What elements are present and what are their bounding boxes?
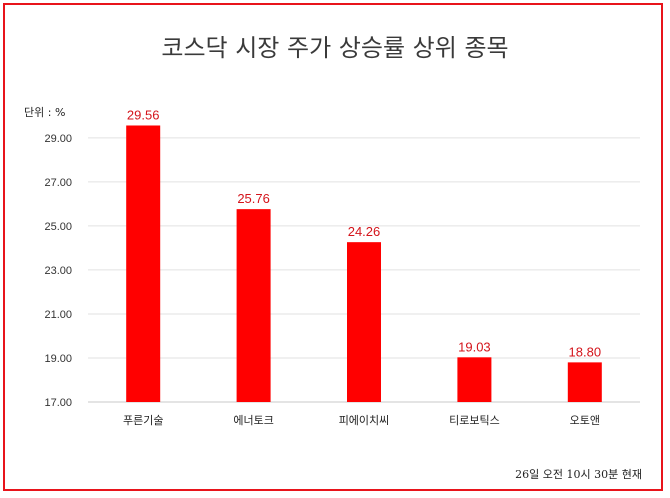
data-label: 18.80 <box>569 344 602 359</box>
chart-frame <box>3 3 663 491</box>
data-label: 29.56 <box>127 107 160 122</box>
data-label: 24.26 <box>348 224 381 239</box>
y-tick-label: 19.00 <box>44 353 72 365</box>
data-label: 25.76 <box>237 191 270 206</box>
x-category-label: 피에이치씨 <box>339 414 390 427</box>
y-tick-label: 23.00 <box>44 265 72 277</box>
footnote: 26일 오전 10시 30분 현재 <box>515 468 642 481</box>
x-category-label: 푸른기술 <box>123 414 163 427</box>
bar <box>126 125 161 403</box>
unit-label: 단위 : % <box>24 106 66 119</box>
x-category-label: 티로보틱스 <box>449 414 500 427</box>
chart-title: 코스닥 시장 주가 상승률 상위 종목 <box>161 34 509 62</box>
x-category-label: 에너토크 <box>233 414 273 427</box>
y-tick-label: 29.00 <box>44 133 72 145</box>
y-tick-label: 17.00 <box>44 397 72 409</box>
data-label: 19.03 <box>458 339 491 354</box>
y-tick-label: 27.00 <box>44 177 72 189</box>
bar <box>567 362 602 402</box>
y-tick-label: 25.00 <box>44 221 72 233</box>
bar <box>236 209 271 402</box>
y-tick-label: 21.00 <box>44 309 72 321</box>
bar <box>347 242 381 402</box>
bar <box>457 357 492 402</box>
x-category-label: 오토앤 <box>570 414 600 427</box>
